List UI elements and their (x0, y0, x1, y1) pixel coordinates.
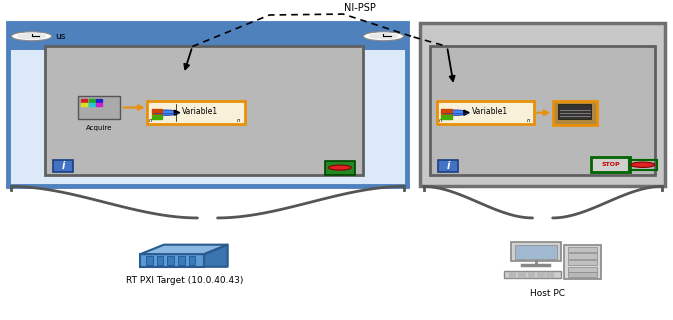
FancyBboxPatch shape (569, 267, 597, 272)
Polygon shape (464, 110, 469, 115)
Ellipse shape (631, 162, 655, 167)
Bar (528, 272, 534, 274)
Ellipse shape (17, 33, 46, 40)
Bar (509, 272, 516, 274)
Ellipse shape (154, 110, 178, 116)
Ellipse shape (363, 32, 404, 41)
Text: Host PC: Host PC (530, 289, 565, 298)
Bar (96, 99, 102, 102)
Text: n: n (527, 118, 530, 123)
FancyBboxPatch shape (559, 104, 591, 119)
Bar (81, 99, 87, 102)
Bar (546, 275, 553, 277)
FancyBboxPatch shape (420, 23, 665, 187)
FancyBboxPatch shape (45, 46, 363, 175)
Bar (528, 275, 534, 277)
Ellipse shape (369, 33, 398, 40)
FancyBboxPatch shape (569, 260, 597, 266)
Bar (518, 272, 525, 274)
Text: Variable1: Variable1 (182, 107, 219, 116)
Ellipse shape (444, 110, 468, 116)
FancyBboxPatch shape (553, 100, 596, 125)
FancyBboxPatch shape (188, 256, 195, 265)
FancyBboxPatch shape (591, 157, 630, 172)
FancyBboxPatch shape (511, 242, 561, 261)
Text: i: i (61, 161, 65, 171)
FancyBboxPatch shape (437, 101, 534, 124)
FancyBboxPatch shape (569, 247, 597, 252)
Bar (546, 272, 553, 274)
Bar (509, 275, 516, 277)
Polygon shape (204, 245, 227, 267)
FancyBboxPatch shape (8, 23, 407, 187)
FancyBboxPatch shape (430, 46, 655, 175)
FancyBboxPatch shape (569, 272, 597, 277)
Bar (518, 275, 525, 277)
FancyBboxPatch shape (515, 245, 557, 259)
Bar (151, 109, 162, 115)
Text: RT PXI Target (10.0.40.43): RT PXI Target (10.0.40.43) (126, 276, 243, 285)
FancyBboxPatch shape (565, 245, 601, 279)
Polygon shape (141, 245, 227, 254)
Ellipse shape (328, 165, 351, 170)
FancyBboxPatch shape (79, 96, 120, 119)
Polygon shape (174, 110, 180, 115)
FancyBboxPatch shape (168, 256, 174, 265)
FancyBboxPatch shape (178, 256, 184, 265)
Bar (537, 275, 544, 277)
Bar (151, 115, 162, 119)
FancyBboxPatch shape (141, 254, 204, 267)
Text: NI-PSP: NI-PSP (344, 4, 376, 13)
Text: n: n (438, 118, 442, 123)
Text: i: i (447, 161, 450, 171)
Bar (89, 99, 94, 102)
FancyBboxPatch shape (504, 271, 561, 278)
FancyBboxPatch shape (146, 256, 153, 265)
Bar (81, 103, 87, 106)
Text: n: n (149, 118, 152, 123)
FancyBboxPatch shape (157, 256, 164, 265)
Text: STOP: STOP (601, 162, 620, 167)
Text: us: us (55, 32, 65, 41)
Text: Variable1: Variable1 (472, 107, 508, 116)
Bar (441, 109, 452, 115)
FancyBboxPatch shape (8, 23, 407, 50)
Ellipse shape (11, 32, 52, 41)
Bar (537, 272, 544, 274)
Text: n: n (237, 118, 241, 123)
FancyBboxPatch shape (53, 160, 73, 172)
FancyBboxPatch shape (325, 161, 355, 174)
FancyBboxPatch shape (569, 253, 597, 259)
FancyBboxPatch shape (147, 101, 245, 124)
Bar (96, 103, 102, 106)
Bar (441, 115, 452, 119)
Text: Acquire: Acquire (86, 125, 112, 131)
FancyBboxPatch shape (438, 160, 458, 172)
Bar (89, 103, 94, 106)
